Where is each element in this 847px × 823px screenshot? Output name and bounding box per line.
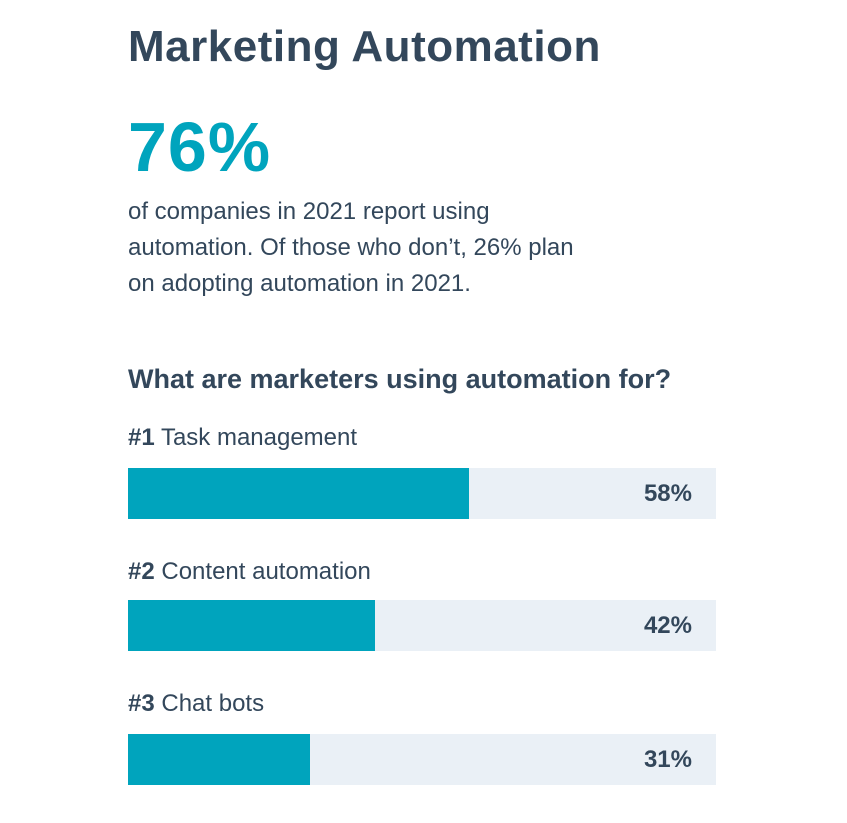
bar-task-management <box>128 468 470 519</box>
bar-content-automation <box>128 600 375 651</box>
bar-label-content-automation: #2 Content automation <box>128 558 371 586</box>
bar-track-task-management: 58% <box>128 468 716 519</box>
bar-category: Content automation <box>161 558 371 585</box>
bar-chat-bots <box>128 734 311 785</box>
bar-category: Task management <box>160 424 358 451</box>
bar-rank: #2 <box>128 558 155 585</box>
bar-rank: #3 <box>128 690 155 717</box>
bar-label-chat-bots: #3 Chat bots <box>128 690 264 718</box>
big-stat-description: of companies in 2021 report using automa… <box>128 198 574 297</box>
bar-category: Chat bots <box>161 690 265 717</box>
big-stat-value: 76% <box>128 108 272 186</box>
page-title: Marketing Automation <box>128 22 601 71</box>
bar-label-task-management: #1 Task management <box>128 424 357 452</box>
bar-value-label: 42% <box>643 611 692 639</box>
bar-track-chat-bots: 31% <box>128 734 716 785</box>
bar-rank: #1 <box>128 424 155 451</box>
bar-track-content-automation: 42% <box>128 600 716 651</box>
section-heading: What are marketers using automation for? <box>128 364 672 394</box>
bar-value-label: 31% <box>643 745 692 773</box>
bar-value-label: 58% <box>643 479 692 507</box>
